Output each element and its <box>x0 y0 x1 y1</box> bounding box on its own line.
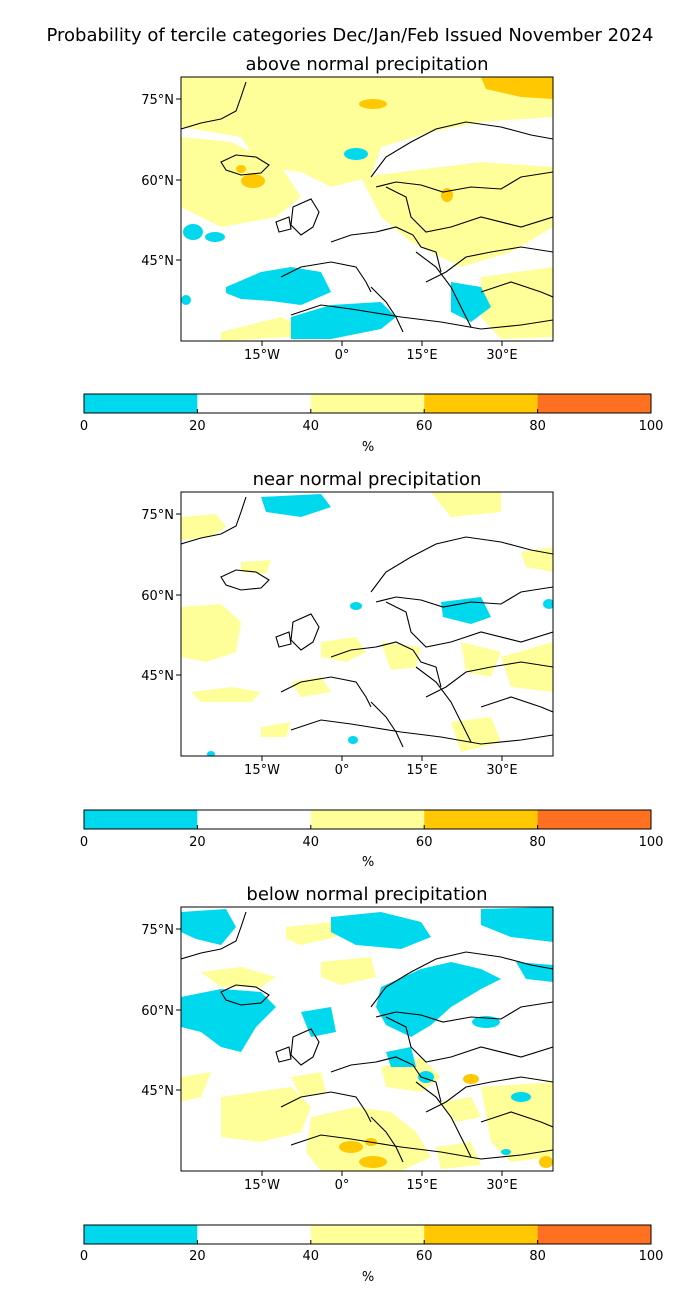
map-near <box>180 491 554 757</box>
lon-axis-below: 15°W 0° 15°E 30°E <box>244 1171 518 1193</box>
panel-above: above normal precipitation <box>80 54 664 455</box>
colorbar-bin <box>84 810 198 829</box>
lat-label: 45°N <box>141 669 174 684</box>
colorbar-tick: 20 <box>189 835 206 850</box>
map-frame-near <box>180 491 554 757</box>
colorbar-bin <box>84 394 198 413</box>
colorbar-tick: 80 <box>529 1249 546 1264</box>
lat-label: 60°N <box>141 174 174 189</box>
lat-label: 45°N <box>141 254 174 269</box>
colorbar-bin <box>424 1225 538 1244</box>
lon-axis-near: 15°W 0° 15°E 30°E <box>244 756 518 778</box>
colorbar-tick: 100 <box>639 1249 664 1264</box>
colorbar-tick: 20 <box>189 419 206 434</box>
lat-axis-near: 75°N 60°N 45°N <box>141 508 181 684</box>
colorbar-tick: 0 <box>80 835 88 850</box>
coastlines-above <box>181 81 553 333</box>
colorbar-bin <box>537 394 651 413</box>
lon-label: 15°W <box>244 763 280 778</box>
contour-60-80-above <box>236 77 553 202</box>
colorbar-bin <box>310 394 425 413</box>
panel-title-near: near normal precipitation <box>253 469 482 490</box>
contour-40-60-near <box>181 492 553 752</box>
lon-label: 30°E <box>486 348 517 363</box>
colorbar-tick: 80 <box>529 835 546 850</box>
colorbar-tick: 40 <box>303 1249 320 1264</box>
lon-label: 0° <box>335 1178 350 1193</box>
lat-label: 45°N <box>141 1084 174 1099</box>
colorbar-tick: 0 <box>80 419 88 434</box>
lat-label: 60°N <box>141 1004 174 1019</box>
colorbar-tick: 60 <box>416 419 433 434</box>
colorbar-bin <box>310 810 425 829</box>
colorbar-bin <box>197 394 311 413</box>
map-below <box>180 906 554 1172</box>
lon-label: 30°E <box>486 1178 517 1193</box>
colorbar-tick: 0 <box>80 1249 88 1264</box>
colorbar-below: 0 20 40 60 80 100 % <box>80 1224 664 1285</box>
lat-label: 60°N <box>141 589 174 604</box>
colorbar-tick: 40 <box>303 419 320 434</box>
colorbar-tick: 60 <box>416 1249 433 1264</box>
lon-label: 15°E <box>406 763 437 778</box>
lat-axis-below: 75°N 60°N 45°N <box>141 923 181 1099</box>
lon-label: 0° <box>335 348 350 363</box>
contour-0-20-near <box>207 494 553 756</box>
colorbar-tick: 80 <box>529 419 546 434</box>
coastlines-below <box>181 911 553 1163</box>
map-frame-below <box>180 906 554 1172</box>
colorbar-tick: 60 <box>416 835 433 850</box>
coastlines-near <box>181 496 553 748</box>
colorbar-bin <box>424 394 538 413</box>
colorbar-bin <box>424 810 538 829</box>
panel-title-above: above normal precipitation <box>245 54 488 75</box>
lat-axis-above: 75°N 60°N 45°N <box>141 93 181 269</box>
colorbar-unit: % <box>362 440 374 455</box>
colorbar-tick: 20 <box>189 1249 206 1264</box>
colorbar-tick: 100 <box>639 419 664 434</box>
colorbar-bin <box>537 1225 651 1244</box>
contour-0-20-below <box>181 907 553 1155</box>
panel-below: below normal precipitation <box>80 884 664 1285</box>
colorbar-bin <box>537 810 651 829</box>
map-frame-above <box>180 76 554 342</box>
colorbar-bin <box>197 810 311 829</box>
lon-label: 15°E <box>406 1178 437 1193</box>
map-above <box>180 76 554 342</box>
lon-label: 30°E <box>486 763 517 778</box>
lon-axis-above: 15°W 0° 15°E 30°E <box>244 341 518 363</box>
lon-label: 15°W <box>244 1178 280 1193</box>
lat-label: 75°N <box>141 923 174 938</box>
lat-label: 75°N <box>141 93 174 108</box>
colorbar-unit: % <box>362 1270 374 1285</box>
figure-title: Probability of tercile categories Dec/Ja… <box>46 25 653 46</box>
lat-label: 75°N <box>141 508 174 523</box>
colorbar-above: 0 20 40 60 80 100 % <box>80 393 664 455</box>
lon-label: 0° <box>335 763 350 778</box>
contour-40-60-above <box>181 77 553 341</box>
lon-label: 15°W <box>244 348 280 363</box>
panel-title-below: below normal precipitation <box>246 884 487 905</box>
colorbar-tick: 40 <box>303 835 320 850</box>
colorbar-bin <box>84 1225 198 1244</box>
colorbar-bin <box>310 1225 425 1244</box>
lon-label: 15°E <box>406 348 437 363</box>
panel-near: near normal precipitation <box>80 469 664 870</box>
colorbar-tick: 100 <box>639 835 664 850</box>
colorbar-bin <box>197 1225 311 1244</box>
colorbar-near: 0 20 40 60 80 100 % <box>80 809 664 870</box>
colorbar-unit: % <box>362 855 374 870</box>
